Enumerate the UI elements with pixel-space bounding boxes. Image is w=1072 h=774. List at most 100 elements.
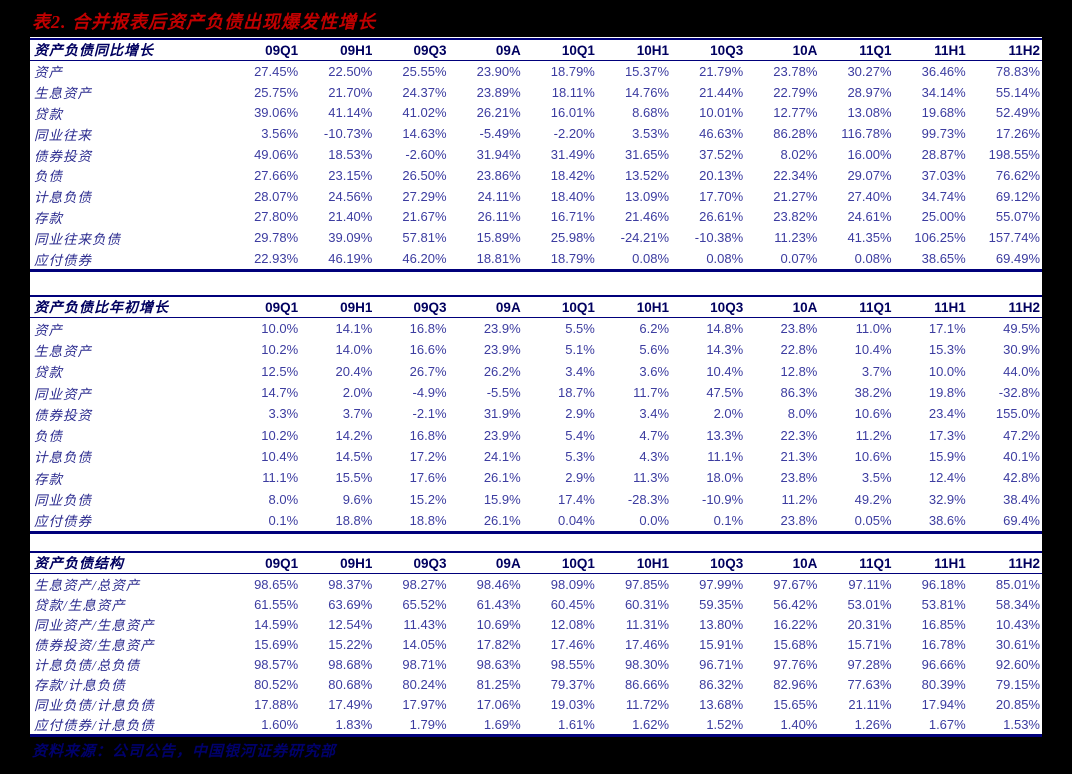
value-cell: 28.97% — [847, 84, 892, 100]
value-cell: -5.49% — [479, 126, 521, 142]
value-cell: 24.61% — [847, 209, 892, 225]
row-label: 生息资产 — [34, 86, 92, 102]
value-cell: 85.01% — [995, 576, 1040, 592]
value-cell: 17.2% — [409, 448, 447, 464]
value-cell: 11.1% — [707, 448, 744, 464]
column-header: 09Q3 — [374, 295, 449, 318]
table-yoy-growth: 资产负债同比增长 09Q1 09H1 09Q3 09A 10Q1 10H1 10Q3 10A 11… — [30, 38, 1042, 272]
value-cell: 86.28% — [773, 126, 818, 142]
value-cell: 5.5% — [565, 321, 595, 337]
table-title-cell: 资产负债结构 — [30, 551, 226, 574]
row-label: 存款 — [34, 210, 63, 226]
value-cell: -24.21% — [620, 230, 670, 246]
value-cell: 16.71% — [550, 209, 595, 225]
value-cell: 23.8% — [780, 321, 818, 337]
table-row: 贷款 39.06% 41.14% 41.02% 26.21% 16.01% 8.68% 10.… — [30, 103, 1042, 124]
column-header: 11Q1 — [819, 38, 894, 61]
row-label: 生息资产 — [34, 343, 92, 359]
value-cell: 14.63% — [402, 126, 447, 142]
value-cell: 15.68% — [773, 636, 818, 652]
value-cell: 29.07% — [847, 167, 892, 183]
value-cell: 17.94% — [921, 696, 966, 712]
value-cell: 8.02% — [780, 147, 818, 163]
value-cell: 26.21% — [476, 105, 521, 121]
value-cell: 69.12% — [995, 188, 1040, 204]
value-cell: 58.34% — [995, 596, 1040, 612]
table-row: 应付债券/计息负债 1.60% 1.83% 1.79% 1.69% 1.61% 1.62% 1… — [30, 714, 1042, 737]
value-cell: 13.52% — [624, 167, 670, 183]
value-cell: 46.20% — [374, 248, 449, 272]
page-title: 表2. 合并报表后资产负债出现爆发性增长 — [32, 12, 376, 32]
value-cell: 5.3% — [565, 448, 595, 464]
value-cell: 55.14% — [995, 84, 1040, 100]
value-cell: 30.9% — [1003, 342, 1040, 358]
value-cell: 10.6% — [854, 448, 892, 464]
value-cell: 17.49% — [328, 696, 373, 712]
value-cell: 12.5% — [261, 363, 299, 379]
value-cell: 22.3% — [780, 427, 818, 443]
value-cell: 69.49% — [967, 248, 1042, 272]
value-cell: 18.7% — [557, 385, 595, 401]
column-header: 09H1 — [300, 551, 375, 574]
value-cell: 13.09% — [624, 188, 670, 204]
value-cell: 47.5% — [706, 385, 744, 401]
value-cell: 96.18% — [921, 576, 966, 592]
value-cell: 18.8% — [300, 509, 375, 534]
column-header: 11Q1 — [819, 551, 894, 574]
value-cell: 49.5% — [1003, 321, 1040, 337]
value-cell: 16.8% — [409, 427, 447, 443]
value-cell: 5.4% — [565, 427, 595, 443]
value-cell: 16.01% — [550, 105, 595, 121]
value-cell: 23.9% — [483, 321, 521, 337]
value-cell: 0.08% — [671, 248, 746, 272]
column-header: 11H2 — [967, 295, 1042, 318]
value-cell: 98.46% — [476, 576, 521, 592]
value-cell: 32.9% — [928, 491, 966, 507]
value-cell: 86.32% — [699, 676, 744, 692]
value-cell: 41.35% — [847, 230, 892, 246]
value-cell: 29.78% — [254, 230, 299, 246]
value-cell: 55.07% — [995, 209, 1040, 225]
value-cell: 28.07% — [254, 188, 299, 204]
column-header: 09A — [448, 295, 523, 318]
value-cell: 17.3% — [928, 427, 966, 443]
column-header: 10Q3 — [671, 551, 746, 574]
value-cell: 26.7% — [409, 363, 447, 379]
column-header: 10H1 — [596, 38, 672, 61]
value-cell: 63.69% — [328, 596, 373, 612]
value-cell: 97.11% — [848, 576, 892, 592]
value-cell: 1.83% — [300, 714, 375, 737]
value-cell: 14.5% — [335, 448, 373, 464]
column-header: 11H1 — [893, 295, 968, 318]
value-cell: 23.15% — [328, 167, 373, 183]
value-cell: 86.66% — [624, 676, 670, 692]
value-cell: 15.9% — [483, 491, 521, 507]
value-cell: 22.8% — [780, 342, 818, 358]
value-cell: 15.2% — [409, 491, 447, 507]
table-header-row: 资产负债同比增长 09Q1 09H1 09Q3 09A 10Q1 10H1 10Q3 10A 11… — [30, 38, 1042, 61]
value-cell: 31.49% — [550, 147, 595, 163]
row-label: 同业资产 — [34, 386, 92, 402]
value-cell: 19.8% — [928, 385, 966, 401]
column-header: 10A — [745, 295, 820, 318]
table-row: 贷款 12.5% 20.4% 26.7% 26.2% 3.4% 3.6% 10.4% 12.8%… — [30, 361, 1042, 382]
value-cell: 12.54% — [328, 616, 373, 632]
value-cell: 41.02% — [402, 105, 447, 121]
value-cell: 17.82% — [476, 636, 521, 652]
value-cell: 38.2% — [854, 385, 892, 401]
value-cell: 22.79% — [773, 84, 818, 100]
column-header: 11Q1 — [819, 295, 894, 318]
value-cell: 13.3% — [706, 427, 744, 443]
value-cell: 56.42% — [773, 596, 818, 612]
value-cell: 17.26% — [995, 126, 1040, 142]
value-cell: -5.5% — [486, 385, 521, 401]
value-cell: 80.52% — [254, 676, 299, 692]
column-header: 09A — [448, 38, 523, 61]
value-cell: 10.0% — [261, 321, 299, 337]
value-cell: 98.68% — [328, 656, 373, 672]
value-cell: 97.85% — [624, 576, 670, 592]
value-cell: 13.08% — [847, 105, 892, 121]
table-row: 存款 11.1% 15.5% 17.6% 26.1% 2.9% 11.3% 18.0% 23.8… — [30, 467, 1042, 488]
value-cell: 98.09% — [550, 576, 595, 592]
value-cell: 1.53% — [967, 714, 1042, 737]
